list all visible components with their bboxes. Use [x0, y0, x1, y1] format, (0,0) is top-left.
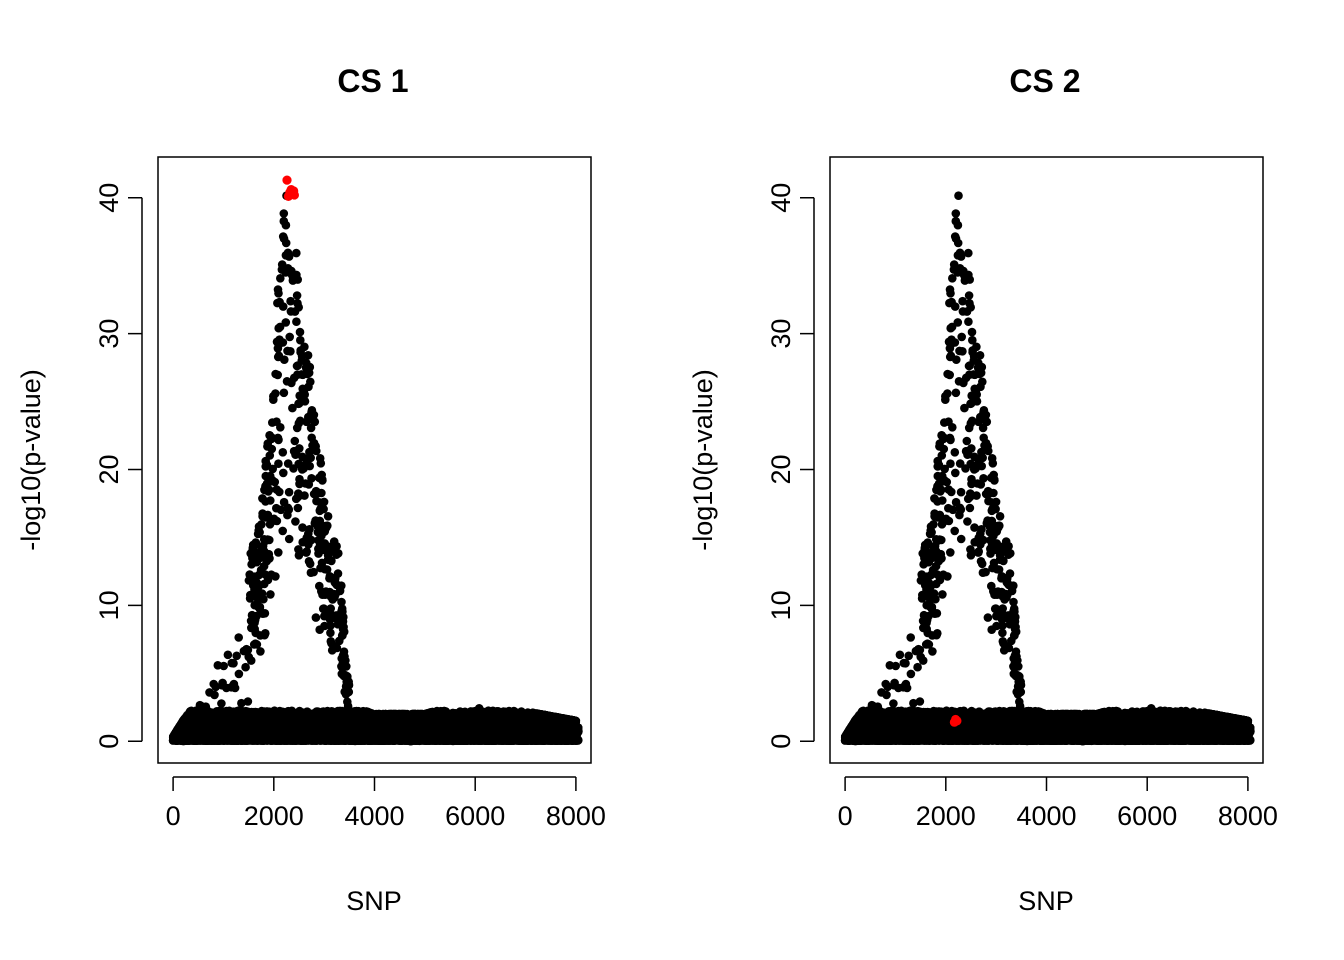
snp-point	[279, 209, 289, 218]
snp-point	[300, 397, 310, 406]
snp-point	[267, 444, 277, 454]
snp-point	[266, 590, 275, 599]
snp-point	[339, 627, 349, 636]
snp-point	[279, 468, 288, 478]
snp-point	[259, 594, 268, 604]
snp-point	[278, 338, 288, 347]
snp-point	[217, 699, 226, 708]
snp-point	[285, 332, 295, 342]
snp-point	[256, 647, 265, 656]
snp-point	[241, 662, 250, 672]
snp-point	[303, 351, 313, 360]
snp-point	[278, 302, 288, 311]
snp-point	[271, 572, 280, 581]
snp-point	[310, 417, 320, 427]
snp-point	[306, 453, 316, 463]
snp-point	[306, 377, 315, 387]
snp-point	[276, 423, 285, 432]
snp-point	[323, 521, 332, 530]
snp-point	[319, 497, 329, 507]
snp-point	[265, 535, 274, 545]
snp-point	[272, 516, 282, 526]
snp-point	[270, 477, 280, 487]
snp-point	[260, 609, 270, 618]
snp-point	[307, 474, 316, 483]
snp-point	[286, 347, 295, 356]
snp-point	[344, 680, 354, 690]
snp-point	[317, 488, 326, 498]
snp-point	[274, 459, 283, 469]
snp-point	[300, 491, 309, 500]
snp-point	[326, 621, 335, 630]
plot-frame	[157, 156, 592, 764]
snp-point	[229, 659, 238, 668]
snp-point	[292, 317, 301, 327]
snp-point	[278, 526, 288, 536]
snp-point	[274, 435, 283, 445]
snp-point	[274, 548, 283, 557]
snp-point	[280, 355, 289, 365]
snp-point	[323, 512, 333, 521]
snp-point	[292, 248, 301, 258]
snp-point	[261, 629, 270, 638]
snp-point	[337, 581, 346, 590]
snp-point	[265, 554, 274, 563]
snp-point	[279, 388, 289, 398]
snp-point	[316, 459, 326, 468]
snp-point	[232, 651, 241, 661]
background-points	[168, 191, 583, 746]
snp-point	[333, 569, 343, 578]
snp-point	[334, 549, 343, 558]
snp-point	[278, 448, 288, 457]
snp-point	[230, 683, 240, 693]
snp-point	[281, 238, 291, 248]
snp-point	[246, 656, 256, 665]
chart-title: CS 1	[337, 63, 408, 99]
snp-point	[264, 485, 274, 495]
snp-point	[234, 669, 244, 679]
snp-point	[295, 444, 304, 453]
snp-point	[243, 697, 253, 706]
snp-point	[284, 487, 294, 497]
snp-point	[284, 505, 294, 514]
snp-point	[292, 291, 302, 300]
snp-point	[219, 661, 228, 671]
snp-point	[284, 534, 294, 544]
snp-point	[342, 662, 351, 671]
snp-point	[266, 496, 275, 505]
snp-point	[295, 327, 305, 337]
snp-point	[311, 613, 321, 622]
snp-point	[274, 289, 283, 298]
snp-point	[257, 520, 266, 529]
snp-point	[312, 446, 321, 456]
snp-point	[305, 362, 315, 372]
snp-point	[318, 476, 327, 485]
snp-point	[223, 650, 233, 660]
snp-point	[293, 503, 303, 513]
snp-point	[271, 389, 280, 398]
snp-point	[339, 612, 348, 622]
snp-point	[273, 370, 283, 380]
snp-point	[290, 436, 300, 446]
snp-point	[234, 633, 243, 642]
snp-point	[300, 342, 309, 352]
snp-point	[305, 559, 315, 569]
snp-point	[291, 517, 300, 526]
snp-point	[305, 461, 315, 471]
snp-point	[294, 303, 304, 312]
snp-point	[275, 487, 284, 497]
snp-point	[210, 690, 219, 700]
snp-point	[293, 275, 303, 284]
snp-point	[281, 220, 291, 230]
snp-point	[281, 318, 291, 327]
